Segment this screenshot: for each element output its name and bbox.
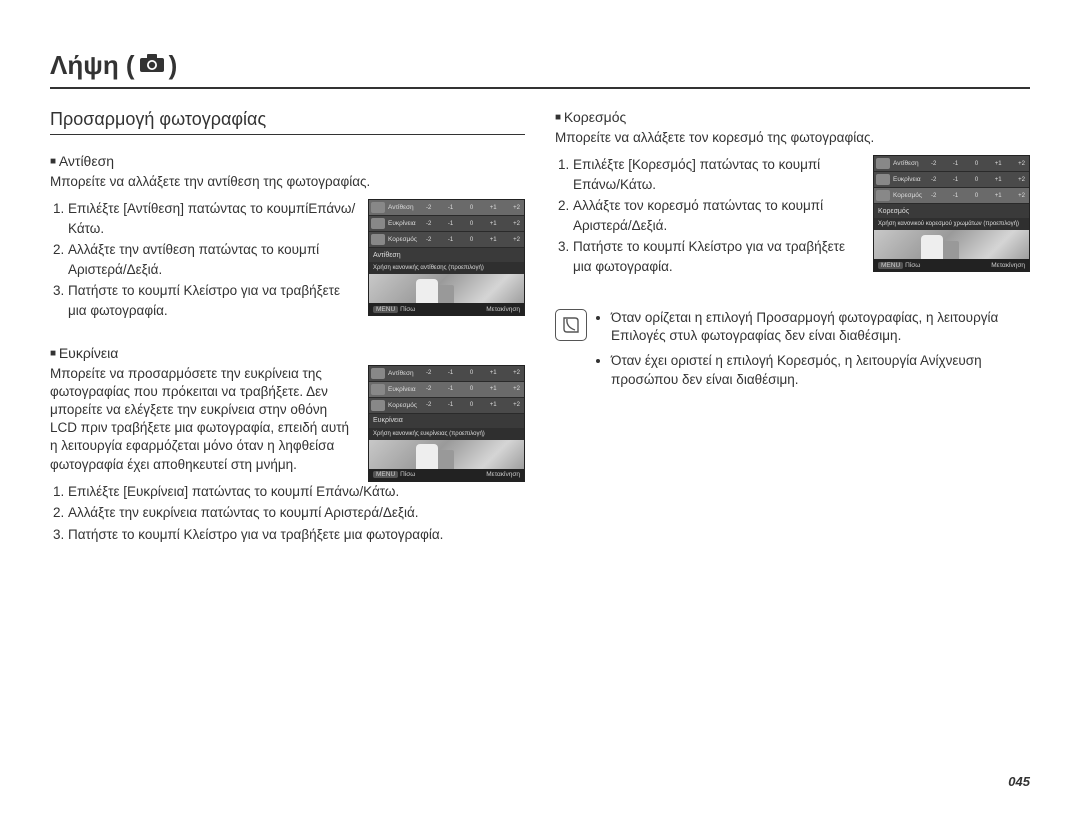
section-subtitle: Προσαρμογή φωτογραφίας	[50, 109, 525, 135]
sharpness-heading: Ευκρίνεια	[50, 345, 525, 361]
page-title-suffix: )	[169, 50, 178, 81]
contrast-desc: Μπορείτε να αλλάξετε την αντίθεση της φω…	[50, 173, 525, 191]
lcd-preview-saturation: Αντίθεση-2-10+1+2 Ευκρίνεια-2-10+1+2 Κορ…	[873, 155, 1030, 272]
left-column: Προσαρμογή φωτογραφίας Αντίθεση Μπορείτε…	[50, 109, 525, 567]
list-item: Πατήστε το κουμπί Κλείστρο για να τραβήξ…	[573, 237, 861, 276]
list-item: Πατήστε το κουμπί Κλείστρο για να τραβήξ…	[68, 281, 356, 320]
page-number: 045	[1008, 774, 1030, 789]
note-box: Όταν ορίζεται η επιλογή Προσαρμογή φωτογ…	[555, 309, 1030, 397]
contrast-heading: Αντίθεση	[50, 153, 525, 169]
camera-icon	[139, 53, 165, 78]
page-title-row: Λήψη ( )	[50, 50, 1030, 89]
note-icon	[555, 309, 587, 341]
page-title-prefix: Λήψη (	[50, 50, 135, 81]
sharpness-section: Ευκρίνεια Μπορείτε να προσαρμόσετε την ε…	[50, 345, 525, 545]
right-column: Κορεσμός Μπορείτε να αλλάξετε τον κορεσμ…	[555, 109, 1030, 567]
list-item: Επιλέξτε [Αντίθεση] πατώντας το κουμπίΕπ…	[68, 199, 356, 238]
lcd-preview-sharpness: Αντίθεση-2-10+1+2 Ευκρίνεια-2-10+1+2 Κορ…	[368, 365, 525, 482]
list-item: Αλλάξτε την αντίθεση πατώντας το κουμπί …	[68, 240, 356, 279]
sharpness-steps: Επιλέξτε [Ευκρίνεια] πατώντας το κουμπί …	[50, 482, 525, 545]
list-item: Επιλέξτε [Ευκρίνεια] πατώντας το κουμπί …	[68, 482, 525, 502]
contrast-section: Αντίθεση Μπορείτε να αλλάξετε την αντίθε…	[50, 153, 525, 323]
lcd-preview-contrast: Αντίθεση-2-10+1+2 Ευκρίνεια-2-10+1+2 Κορ…	[368, 199, 525, 316]
sharpness-desc: Μπορείτε να προσαρμόσετε την ευκρίνεια τ…	[50, 365, 356, 474]
list-item: Πατήστε το κουμπί Κλείστρο για να τραβήξ…	[68, 525, 525, 545]
saturation-steps: Επιλέξτε [Κορεσμός] πατώντας το κουμπί Ε…	[555, 155, 861, 276]
note-list: Όταν ορίζεται η επιλογή Προσαρμογή φωτογ…	[597, 309, 1030, 397]
saturation-heading: Κορεσμός	[555, 109, 1030, 125]
list-item: Όταν ορίζεται η επιλογή Προσαρμογή φωτογ…	[611, 309, 1030, 347]
contrast-steps: Επιλέξτε [Αντίθεση] πατώντας το κουμπίΕπ…	[50, 199, 356, 320]
saturation-desc: Μπορείτε να αλλάξετε τον κορεσμό της φωτ…	[555, 129, 1030, 147]
list-item: Επιλέξτε [Κορεσμός] πατώντας το κουμπί Ε…	[573, 155, 861, 194]
list-item: Αλλάξτε την ευκρίνεια πατώντας το κουμπί…	[68, 503, 525, 523]
list-item: Αλλάξτε τον κορεσμό πατώντας το κουμπί Α…	[573, 196, 861, 235]
list-item: Όταν έχει οριστεί η επιλογή Κορεσμός, η …	[611, 352, 1030, 390]
saturation-section: Κορεσμός Μπορείτε να αλλάξετε τον κορεσμ…	[555, 109, 1030, 279]
